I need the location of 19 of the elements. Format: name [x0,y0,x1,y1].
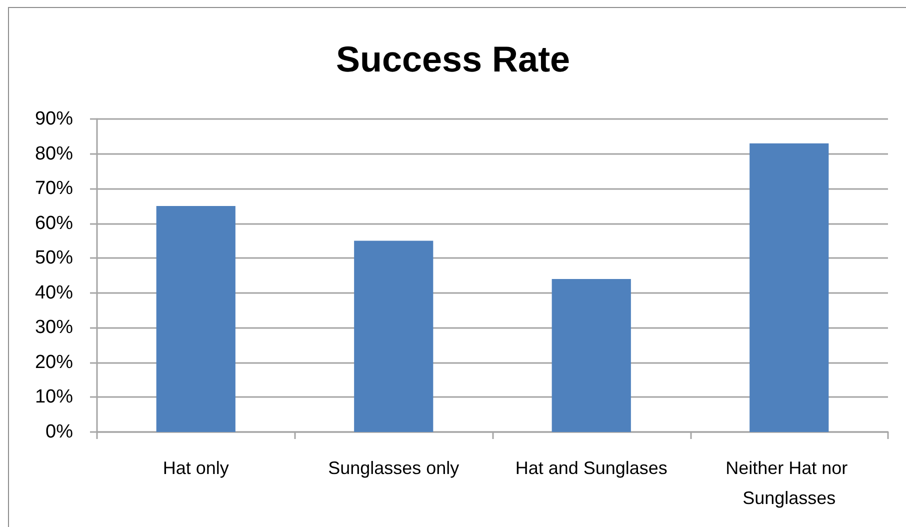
y-tick-label: 0% [46,422,74,442]
chart-title: Success Rate [336,38,570,80]
y-tick-label: 30% [34,317,74,338]
y-tick-label: 70% [34,178,74,200]
y-tick-label: 40% [34,282,74,304]
x-tick-label: Sunglasses only [328,458,460,478]
bar [354,240,434,432]
bar [750,143,829,432]
bar [552,278,631,432]
y-tick-label: 10% [34,386,74,408]
bar [156,206,236,432]
y-tick-label: 80% [34,143,74,164]
x-tick-label: Hat and Sunglases [515,458,668,478]
y-tick-label: 20% [34,352,74,373]
x-tick-label: Hat only [162,458,229,478]
x-tick-label: Neither Hat nor Sunglasses [726,458,853,508]
y-tick-label: 90% [34,108,74,130]
y-tick-label: 50% [34,248,74,269]
y-tick-label: 60% [34,212,74,234]
